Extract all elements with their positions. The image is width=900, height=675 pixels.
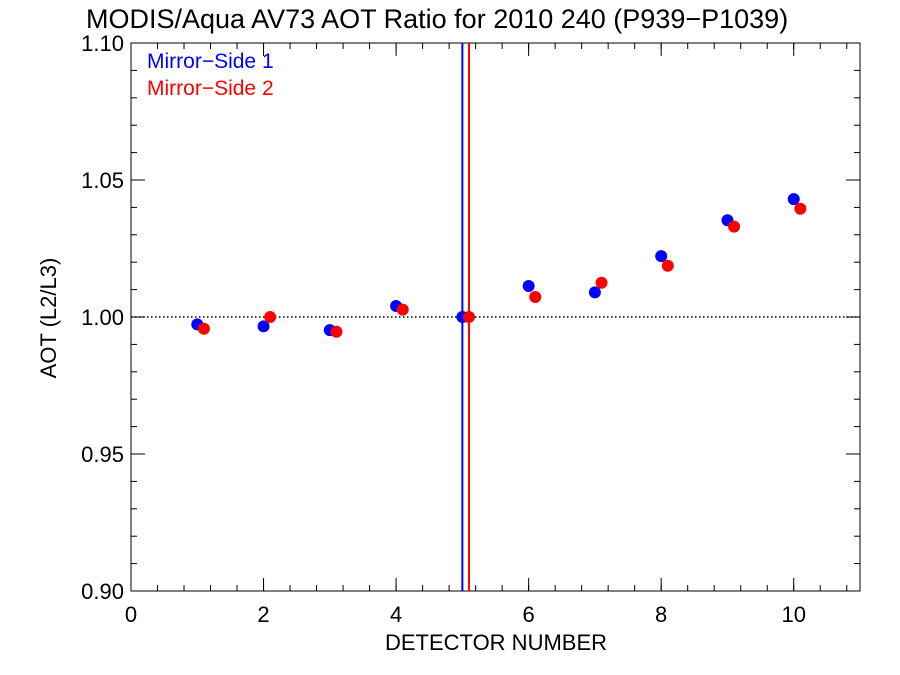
x-tick-label: 10 [781,602,805,627]
legend-entry-mirror-side-1: Mirror−Side 1 [147,50,274,73]
series-1-point [522,280,535,293]
series-2-point [462,311,475,323]
series-2-point [330,325,343,338]
x-tick-label: 6 [523,602,535,627]
y-tick-label: 0.90 [81,579,124,604]
x-axis-label: DETECTOR NUMBER [385,630,607,655]
series-2-point [794,202,807,215]
series-2-point [264,311,277,323]
x-tick-label: 2 [257,602,269,627]
y-axis-label: AOT (L2/L3) [36,258,61,379]
x-tick-label: 4 [390,602,402,627]
x-tick-label: 0 [125,602,137,627]
series-1-point [787,193,800,206]
series-2-point [197,322,210,335]
series-2-point [595,276,608,289]
series-2-point [396,303,409,316]
series-1-point [257,320,270,333]
series-2-point [529,290,542,303]
y-tick-label: 1.00 [81,305,124,330]
x-tick-label: 8 [655,602,667,627]
plot-area: 0 2 4 6 8 10 0.90 0.95 1.00 1.05 1.10 [81,31,861,627]
legend-entry-mirror-side-2: Mirror−Side 2 [147,77,274,100]
series-2-point [728,220,741,233]
series-2-point [661,259,674,272]
series-1-point [655,250,668,263]
chart-title: MODIS/Aqua AV73 AOT Ratio for 2010 240 (… [86,4,788,34]
series-1-point [588,286,601,299]
y-tick-label: 0.95 [81,442,124,467]
y-tick-label: 1.10 [81,31,124,56]
y-tick-label: 1.05 [81,168,124,193]
